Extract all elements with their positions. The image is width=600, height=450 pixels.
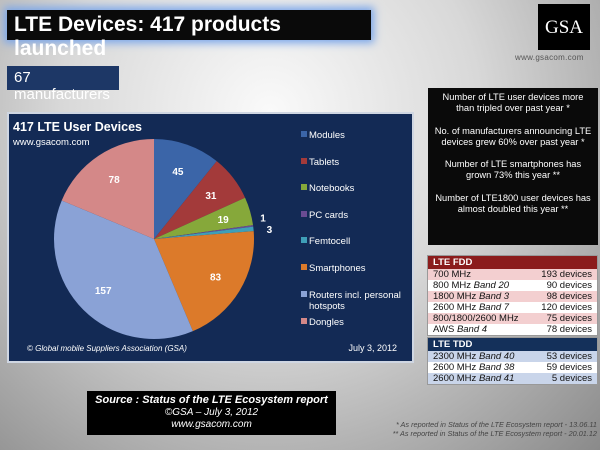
legend-swatch	[301, 318, 307, 324]
legend-label: Dongles	[309, 317, 344, 328]
notes-panel: Number of LTE user devices more than tri…	[428, 88, 598, 245]
frequency: AWS Band 4	[433, 324, 488, 335]
legend-label: PC cards	[309, 210, 348, 221]
legend-label: Femtocell	[309, 236, 350, 247]
device-count: 53 devices	[546, 351, 592, 362]
pie-slice-2	[154, 197, 254, 239]
legend-swatch	[301, 131, 307, 137]
table-row: 800 MHz Band 20 90 devices	[428, 280, 597, 291]
legend-swatch	[301, 158, 307, 164]
note: Number of LTE1800 user devices has almos…	[435, 192, 591, 215]
gsa-logo: GSA	[538, 4, 590, 50]
footnotes: * As reported in Status of the LTE Ecosy…	[352, 420, 597, 438]
pie-slice-7	[61, 139, 154, 239]
device-count: 75 devices	[546, 313, 592, 324]
frequency: 800 MHz Band 20	[433, 280, 510, 291]
table-row: 700 MHz 193 devices	[428, 269, 597, 280]
frequency: 2600 MHz Band 41	[433, 373, 515, 384]
frequency: 2600 MHz Band 38	[433, 362, 515, 373]
data-label: 83	[210, 272, 222, 283]
footnote: * As reported in Status of the LTE Ecosy…	[395, 420, 597, 429]
pie-slice-5	[154, 231, 254, 332]
device-count: 59 devices	[546, 362, 592, 373]
pie-slice-4	[154, 226, 254, 239]
legend-label: Notebooks	[309, 183, 355, 194]
chart-copyright: © Global mobile Suppliers Association (G…	[27, 344, 187, 353]
note: Number of LTE smartphones has grown 73% …	[444, 159, 582, 181]
frequency: 2600 MHz Band 7	[433, 302, 510, 313]
data-label: 19	[218, 215, 230, 226]
pie-slice-1	[154, 161, 246, 239]
data-label: 1	[260, 214, 266, 225]
source-line: ©GSA – July 3, 2012	[164, 407, 259, 418]
table-row: AWS Band 4 78 devices	[428, 324, 597, 335]
data-label: 45	[172, 167, 184, 178]
source-box: Source : Status of the LTE Ecosystem rep…	[87, 391, 336, 435]
device-count: 78 devices	[546, 324, 592, 335]
table-row: 800/1800/2600 MHz 75 devices	[428, 313, 597, 324]
pie-slice-0	[154, 139, 217, 239]
device-count: 120 devices	[541, 302, 592, 313]
pie-slice-3	[154, 225, 254, 239]
table-row: 2300 MHz Band 40 53 devices	[428, 351, 597, 362]
data-label: 157	[95, 286, 112, 297]
pie-slice-6	[53, 200, 193, 340]
chart-date: July 3, 2012	[348, 343, 397, 353]
table-row: 1800 MHz Band 3 98 devices	[428, 291, 597, 302]
page-title: LTE Devices: 417 products launched	[7, 10, 371, 60]
manufacturers-badge: 67 manufacturers	[7, 66, 119, 103]
device-count: 5 devices	[551, 373, 592, 384]
note: Number of LTE user devices more than tri…	[442, 92, 584, 114]
data-label: 31	[205, 191, 217, 202]
device-count: 98 devices	[546, 291, 592, 302]
lte-fdd-table: LTE FDD 700 MHz 193 devices 800 MHz Band …	[427, 255, 598, 336]
chart-subtitle: www.gsacom.com	[12, 137, 90, 148]
legend-swatch	[301, 211, 307, 217]
logo-url: www.gsacom.com	[515, 53, 584, 62]
device-count: 90 devices	[546, 280, 592, 291]
footnote: ** As reported in Status of the LTE Ecos…	[392, 429, 597, 438]
frequency: 700 MHz	[433, 269, 472, 280]
frequency: 800/1800/2600 MHz	[433, 313, 519, 324]
device-count: 193 devices	[541, 269, 592, 280]
legend-label: Routers incl. personal hotspots	[309, 290, 401, 312]
table-row: 2600 MHz Band 7 120 devices	[428, 302, 597, 313]
data-label: 78	[109, 175, 121, 186]
legend-swatch	[301, 291, 307, 297]
table-header: LTE FDD	[428, 256, 597, 269]
legend-swatch	[301, 264, 307, 270]
table-header: LTE TDD	[428, 338, 597, 351]
lte-tdd-table: LTE TDD 2300 MHz Band 40 53 devices 2600 M…	[427, 337, 598, 385]
source-line: www.gsacom.com	[171, 419, 252, 430]
legend-swatch	[301, 184, 307, 190]
frequency: 1800 MHz Band 3	[433, 291, 510, 302]
note: No. of manufacturers announcing LTE devi…	[434, 125, 592, 147]
legend-swatch	[301, 237, 307, 243]
chart-title: 417 LTE User Devices	[13, 120, 142, 134]
data-label: 3	[267, 225, 273, 236]
source-line: Source : Status of the LTE Ecosystem rep…	[95, 394, 328, 406]
legend-label: Tablets	[309, 157, 339, 168]
table-row: 2600 MHz Band 38 59 devices	[428, 362, 597, 373]
legend-label: Modules	[309, 130, 345, 141]
table-row: 2600 MHz Band 41 5 devices	[428, 373, 597, 384]
legend-label: Smartphones	[309, 263, 366, 274]
pie-chart-panel: 417 LTE User Devices www.gsacom.com © Gl…	[7, 112, 414, 363]
pie-chart: 417 LTE User Devices www.gsacom.com © Gl…	[12, 120, 401, 353]
frequency: 2300 MHz Band 40	[433, 351, 515, 362]
